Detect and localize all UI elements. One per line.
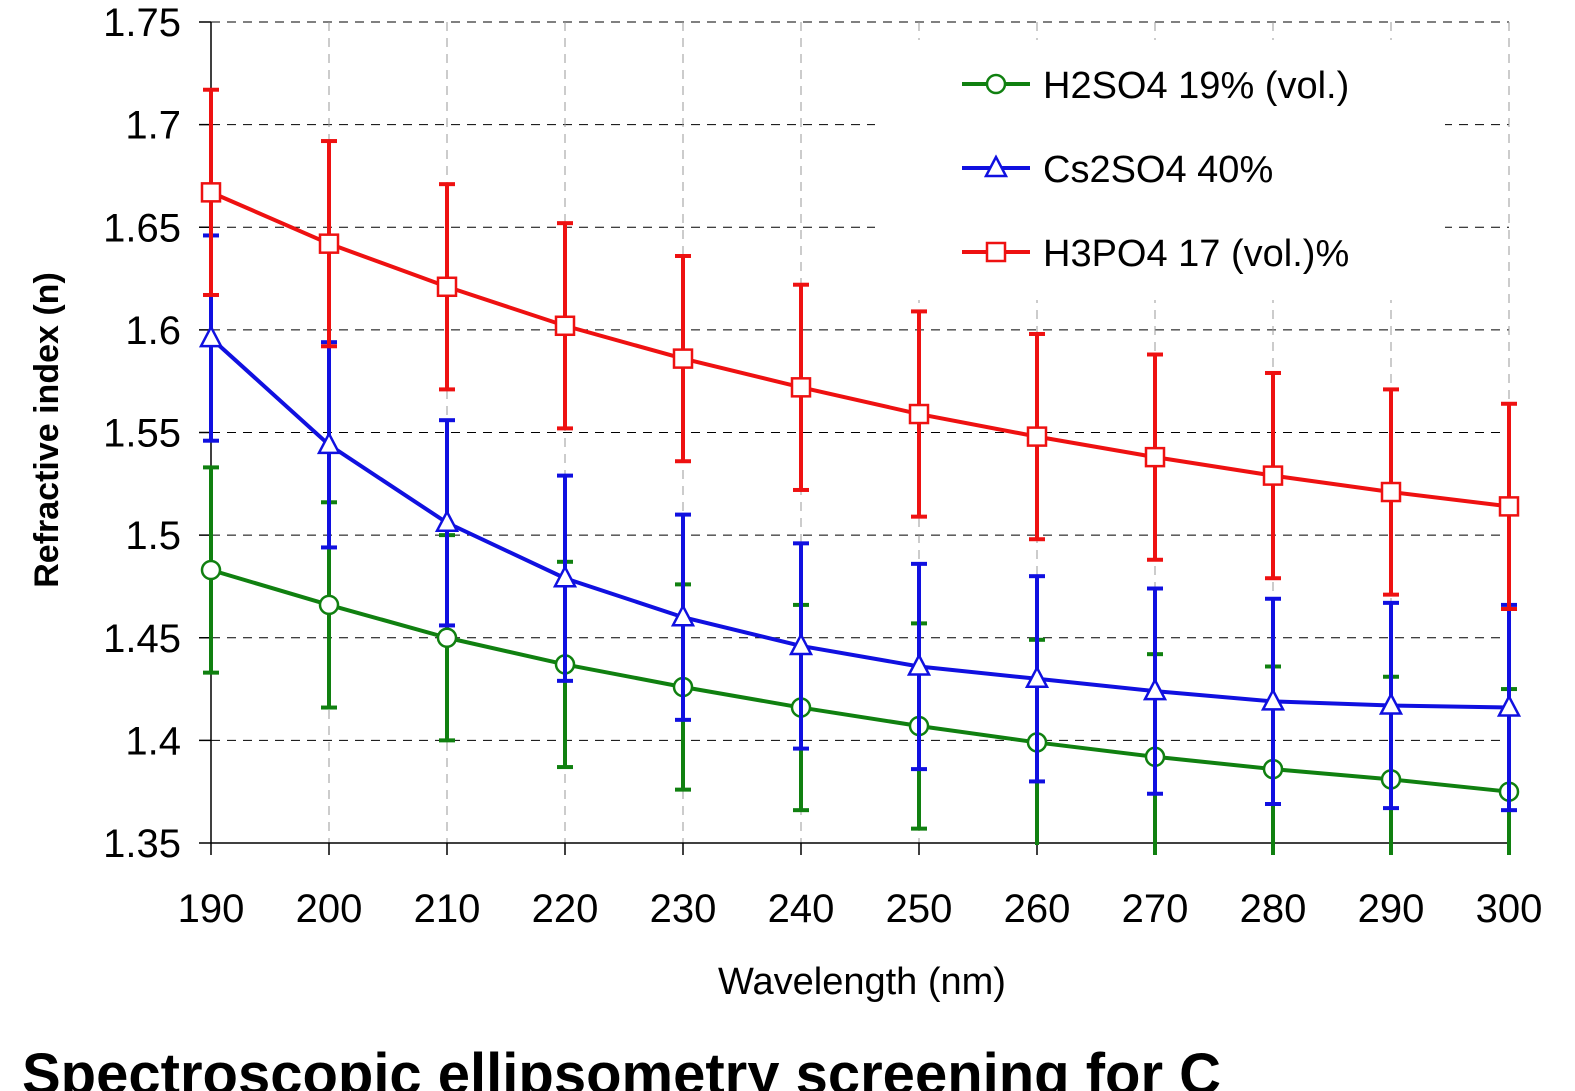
series-0	[200, 465, 1520, 855]
tick-labels: 1.35 1.4 1.45 1.5 1.55 1.6 1.65 1.7 1.75 190 200 21…	[103, 1, 1542, 931]
legend-label: Cs2SO4 40%	[1043, 149, 1273, 191]
triangle-marker	[788, 632, 814, 656]
triangle-marker	[1142, 677, 1168, 701]
circle-marker	[436, 627, 458, 648]
series-line	[210, 190, 1510, 509]
series-line	[210, 568, 1510, 794]
square-marker	[672, 348, 694, 369]
square-marker	[1262, 465, 1284, 486]
x-tick-label: 210	[414, 887, 481, 931]
x-tick-label: 230	[650, 887, 717, 931]
circle-marker	[318, 594, 340, 616]
series-2	[200, 87, 1520, 612]
figure-caption: Spectroscopic ellipsometry screening for…	[22, 1042, 1222, 1091]
x-axis-title: Wavelength (nm)	[718, 961, 1006, 1003]
square-marker	[1144, 446, 1166, 468]
x-tick-label: 260	[1004, 887, 1071, 931]
y-tick-label: 1.6	[125, 309, 181, 353]
triangle-marker	[1496, 693, 1522, 717]
triangle-marker	[552, 564, 578, 588]
triangle-marker	[434, 509, 460, 533]
square-marker	[908, 403, 930, 425]
square-marker	[1026, 426, 1048, 447]
y-tick-label: 1.35	[103, 822, 181, 866]
square-marker	[985, 241, 1007, 263]
x-tick-label: 280	[1240, 887, 1307, 931]
circle-marker	[985, 73, 1007, 95]
y-tick-label: 1.55	[103, 412, 181, 456]
triangle-marker	[1024, 665, 1050, 689]
triangle-marker	[1260, 687, 1286, 711]
square-marker	[318, 233, 340, 254]
triangle-marker	[198, 324, 224, 348]
x-tick-label: 250	[886, 887, 953, 931]
square-marker	[554, 315, 576, 337]
y-tick-label: 1.4	[125, 719, 181, 763]
x-tick-label: 290	[1358, 887, 1425, 931]
x-tick-label: 270	[1122, 887, 1189, 931]
square-marker	[200, 182, 222, 203]
x-tick-label: 220	[532, 887, 599, 931]
y-tick-label: 1.65	[103, 206, 181, 250]
x-tick-label: 190	[178, 887, 245, 931]
square-marker	[436, 276, 458, 298]
circle-marker	[200, 559, 222, 581]
x-tick-label: 240	[768, 887, 835, 931]
triangle-marker	[906, 652, 932, 676]
y-tick-label: 1.7	[125, 104, 181, 148]
triangle-marker	[316, 431, 342, 455]
y-tick-label: 1.45	[103, 617, 181, 661]
square-marker	[790, 377, 812, 398]
legend-label: H2SO4 19% (vol.)	[1043, 65, 1349, 107]
refractive-index-chart: 1.35 1.4 1.45 1.5 1.55 1.6 1.65 1.7 1.75 190 200 21…	[28, 1, 1542, 1003]
square-marker	[1380, 481, 1402, 503]
legend: H2SO4 19% (vol.) Cs2SO4 40% H3PO4 17 (vol.…	[875, 40, 1445, 300]
square-marker	[1498, 496, 1520, 517]
y-axis-title: Refractive index (n)	[28, 272, 66, 588]
y-tick-label: 1.5	[125, 514, 181, 558]
triangle-marker	[1378, 691, 1404, 715]
x-tick-label: 300	[1476, 887, 1543, 931]
series-1	[198, 233, 1522, 813]
legend-label: H3PO4 17 (vol.)%	[1043, 233, 1349, 275]
series-line	[209, 336, 1510, 710]
triangle-marker	[670, 603, 696, 627]
series-layer	[198, 87, 1522, 855]
triangle-marker	[983, 154, 1009, 178]
x-tick-label: 200	[296, 887, 363, 931]
y-tick-label: 1.75	[103, 1, 181, 45]
